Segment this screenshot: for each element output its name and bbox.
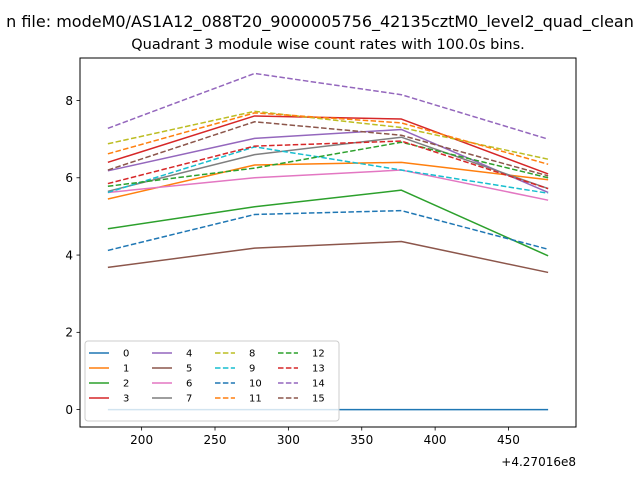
y-ticks: 0 2 4 6 8: [65, 94, 80, 417]
x-tick-label: 300: [277, 433, 300, 447]
chart-title: Quadrant 3 module wise count rates with …: [131, 37, 525, 53]
series-line-10: [107, 209, 549, 252]
x-ticks: 200 250 300 350 400 450: [130, 427, 520, 447]
legend-label-1: 1: [123, 364, 129, 375]
x-tick-label: 200: [130, 433, 153, 447]
legend-label-6: 6: [186, 379, 192, 390]
series-line-9: [107, 146, 549, 194]
legend-label-3: 3: [123, 394, 129, 405]
legend-label-4: 4: [186, 349, 192, 360]
x-tick-label: 450: [497, 433, 520, 447]
y-tick-label: 4: [65, 248, 73, 262]
y-tick-label: 0: [65, 403, 73, 417]
series-line-7: [107, 136, 549, 193]
y-tick-label: 8: [65, 94, 73, 108]
x-tick-label: 250: [204, 433, 227, 447]
legend-label-13: 13: [312, 364, 325, 375]
legend-label-11: 11: [249, 394, 262, 405]
legend-label-8: 8: [249, 349, 255, 360]
series-lines: [107, 72, 549, 411]
series-line-6: [107, 169, 549, 201]
series-line-1: [107, 161, 549, 200]
legend-label-5: 5: [186, 364, 192, 375]
series-line-13: [107, 140, 549, 190]
y-tick-label: 6: [65, 171, 73, 185]
series-line-4: [107, 128, 549, 194]
legend-label-7: 7: [186, 394, 192, 405]
x-tick-label: 350: [350, 433, 373, 447]
x-tick-label: 400: [424, 433, 447, 447]
y-tick-label: 2: [65, 326, 73, 340]
legend-label-0: 0: [123, 349, 129, 360]
series-line-14: [107, 72, 549, 140]
legend-label-14: 14: [312, 379, 325, 390]
x-offset-text: +4.27016e8: [501, 455, 576, 469]
legend-label-2: 2: [123, 379, 129, 390]
legend-label-15: 15: [312, 394, 325, 405]
legend-label-9: 9: [249, 364, 255, 375]
legend-label-10: 10: [249, 379, 262, 390]
legend-frame: [84, 340, 340, 422]
legend-label-12: 12: [312, 349, 325, 360]
series-line-11: [107, 112, 549, 165]
series-line-12: [107, 141, 549, 188]
series-line-2: [107, 189, 549, 257]
series-line-5: [107, 240, 549, 274]
figure-suptitle: n file: modeM0/AS1A12_088T20_9000005756_…: [6, 12, 634, 31]
plot-frame: [79, 57, 577, 428]
